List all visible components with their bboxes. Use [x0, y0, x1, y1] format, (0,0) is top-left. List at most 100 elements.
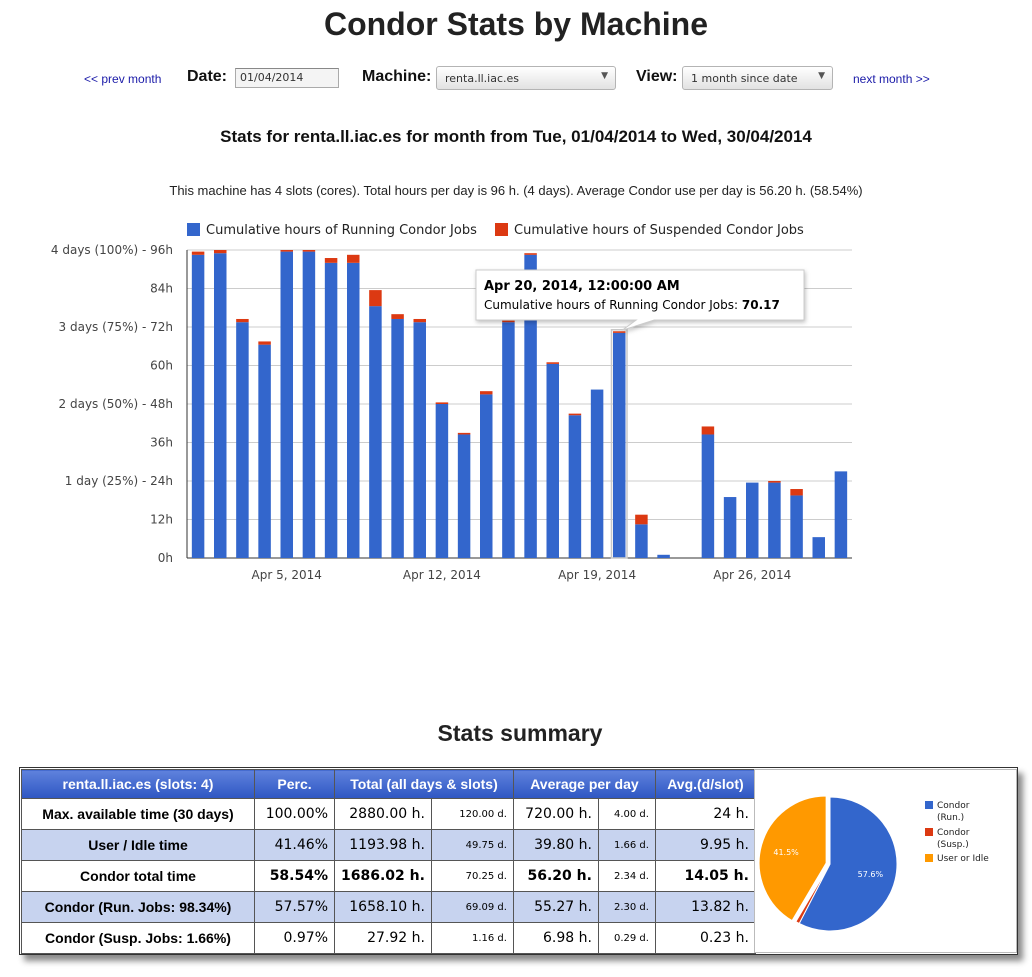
chevron-down-icon: ▼ — [601, 71, 608, 81]
legend-swatch — [495, 223, 508, 236]
prev-month-link[interactable]: << prev month — [84, 72, 162, 86]
bar-suspended — [502, 320, 515, 323]
y-tick-label: 1 day (25%) - 24h — [65, 474, 173, 488]
table-row: Condor total time 58.54% 1686.02 h. 70.2… — [21, 860, 756, 892]
bar-suspended — [635, 514, 648, 525]
cell-avg-hours: 56.20 h. — [512, 860, 599, 892]
bar-running — [723, 497, 737, 558]
bar-running — [191, 254, 205, 558]
bar-running — [568, 415, 582, 558]
cell-avg-days: 4.00 d. — [597, 798, 656, 830]
bar-running — [701, 434, 715, 558]
pie-legend-swatch — [925, 854, 933, 862]
row-label: Condor (Run. Jobs: 98.34%) — [21, 891, 255, 923]
machine-select[interactable]: renta.ll.iac.es ▼ — [436, 66, 616, 90]
cell-avg-days: 2.30 d. — [597, 891, 656, 923]
bar-running — [812, 537, 825, 558]
pie-legend-label: Condor — [937, 828, 970, 838]
y-tick-label: 84h — [150, 282, 173, 296]
y-tick-label: 36h — [150, 436, 173, 450]
bar-suspended — [258, 341, 271, 345]
y-tick-label: 0h — [158, 551, 173, 565]
pie-legend-label: (Susp.) — [937, 840, 969, 850]
cell-perc: 0.97% — [254, 922, 335, 954]
bar-running — [480, 394, 493, 558]
cell-perc: 58.54% — [254, 860, 335, 892]
table-row: Condor (Run. Jobs: 98.34%) 57.57% 1658.1… — [21, 891, 756, 923]
cell-avg-hours: 720.00 h. — [512, 798, 599, 830]
cell-slot: 0.23 h. — [654, 922, 756, 954]
tooltip-body: Cumulative hours of Running Condor Jobs:… — [484, 298, 780, 312]
bar-running — [790, 495, 803, 558]
y-tick-label: 60h — [150, 359, 173, 373]
pie-legend-swatch — [925, 828, 933, 836]
page-title: Condor Stats by Machine — [323, 6, 709, 42]
table-row: Condor (Susp. Jobs: 1.66%) 0.97% 27.92 h… — [21, 922, 756, 954]
bar-running — [635, 524, 648, 558]
bar-running — [768, 482, 781, 558]
chevron-down-icon: ▼ — [818, 71, 825, 81]
bar-running — [280, 251, 293, 558]
pie-legend-label: Condor — [937, 801, 970, 811]
cell-total-days: 49.75 d. — [430, 829, 514, 861]
bar-running — [324, 262, 338, 558]
machine-select-value: renta.ll.iac.es — [445, 72, 520, 85]
bar-suspended — [413, 318, 426, 323]
header-machine: renta.ll.iac.es (slots: 4) — [21, 769, 255, 799]
x-tick-label: Apr 5, 2014 — [252, 568, 322, 582]
table-row: Max. available time (30 days) 100.00% 28… — [21, 798, 756, 830]
bar-suspended — [302, 250, 316, 252]
summary-table: renta.ll.iac.es (slots: 4) Perc. Total (… — [21, 769, 756, 954]
row-label: Max. available time (30 days) — [21, 798, 255, 830]
y-tick-label: 2 days (50%) - 48h — [59, 397, 173, 411]
stats-subtitle: Stats for renta.ll.iac.es for month from… — [220, 127, 812, 146]
usage-pie-chart: 57.6% 41.5% Condor (Run.) Condor (Susp.) User … — [758, 795, 989, 932]
cell-slot: 9.95 h. — [654, 829, 756, 861]
table-row: User / Idle time 41.46% 1193.98 h. 49.75… — [21, 829, 756, 861]
bar-suspended — [546, 362, 559, 364]
bar-hover-outline — [610, 329, 628, 559]
bar-suspended — [236, 318, 249, 323]
summary-header-row: renta.ll.iac.es (slots: 4) Perc. Total (… — [21, 769, 756, 799]
bar-suspended — [524, 253, 537, 255]
bar-suspended — [790, 489, 803, 496]
summary-title: Stats summary — [437, 720, 603, 746]
cell-total-days: 69.09 d. — [430, 891, 514, 923]
cell-total-hours: 27.92 h. — [334, 922, 432, 954]
bar-running — [391, 318, 404, 558]
cell-avg-days: 2.34 d. — [597, 860, 656, 892]
cell-perc: 57.57% — [254, 891, 335, 923]
cell-slot: 24 h. — [654, 798, 756, 830]
view-select[interactable]: 1 month since date ▼ — [682, 66, 833, 90]
cell-slot: 14.05 h. — [654, 860, 756, 892]
x-tick-label: Apr 19, 2014 — [558, 568, 636, 582]
pie-legend-swatch — [925, 801, 933, 809]
pie-panel: 57.6% 41.5% Condor (Run.) Condor (Susp.) User … — [754, 769, 1017, 953]
date-label: Date: — [187, 68, 228, 85]
bar-running — [834, 471, 848, 558]
pie-slice — [795, 863, 831, 925]
bar-running — [657, 554, 670, 558]
bar-running — [524, 254, 537, 558]
bar-suspended — [191, 251, 205, 255]
next-month-link[interactable]: next month >> — [853, 72, 930, 86]
machine-description: This machine has 4 slots (cores). Total … — [169, 183, 863, 198]
pie-slice — [758, 795, 827, 922]
bar-suspended — [568, 413, 582, 416]
tooltip-value: 70.17 — [742, 298, 780, 312]
bar-suspended — [435, 402, 449, 404]
bar-suspended — [324, 258, 338, 263]
cell-avg-days: 1.66 d. — [597, 829, 656, 861]
bar-running — [347, 262, 360, 558]
bar-suspended — [214, 250, 227, 254]
bar-suspended — [480, 391, 493, 395]
y-tick-label: 3 days (75%) - 72h — [59, 320, 173, 334]
bar-running — [236, 322, 249, 558]
bar-running — [613, 332, 626, 558]
date-input[interactable]: 01/04/2014 — [235, 68, 339, 88]
bar-running — [369, 306, 382, 558]
header-total: Total (all days & slots) — [334, 769, 514, 799]
row-label: Condor (Susp. Jobs: 1.66%) — [21, 922, 255, 954]
machine-label: Machine: — [362, 68, 432, 85]
bar-running — [413, 322, 426, 558]
